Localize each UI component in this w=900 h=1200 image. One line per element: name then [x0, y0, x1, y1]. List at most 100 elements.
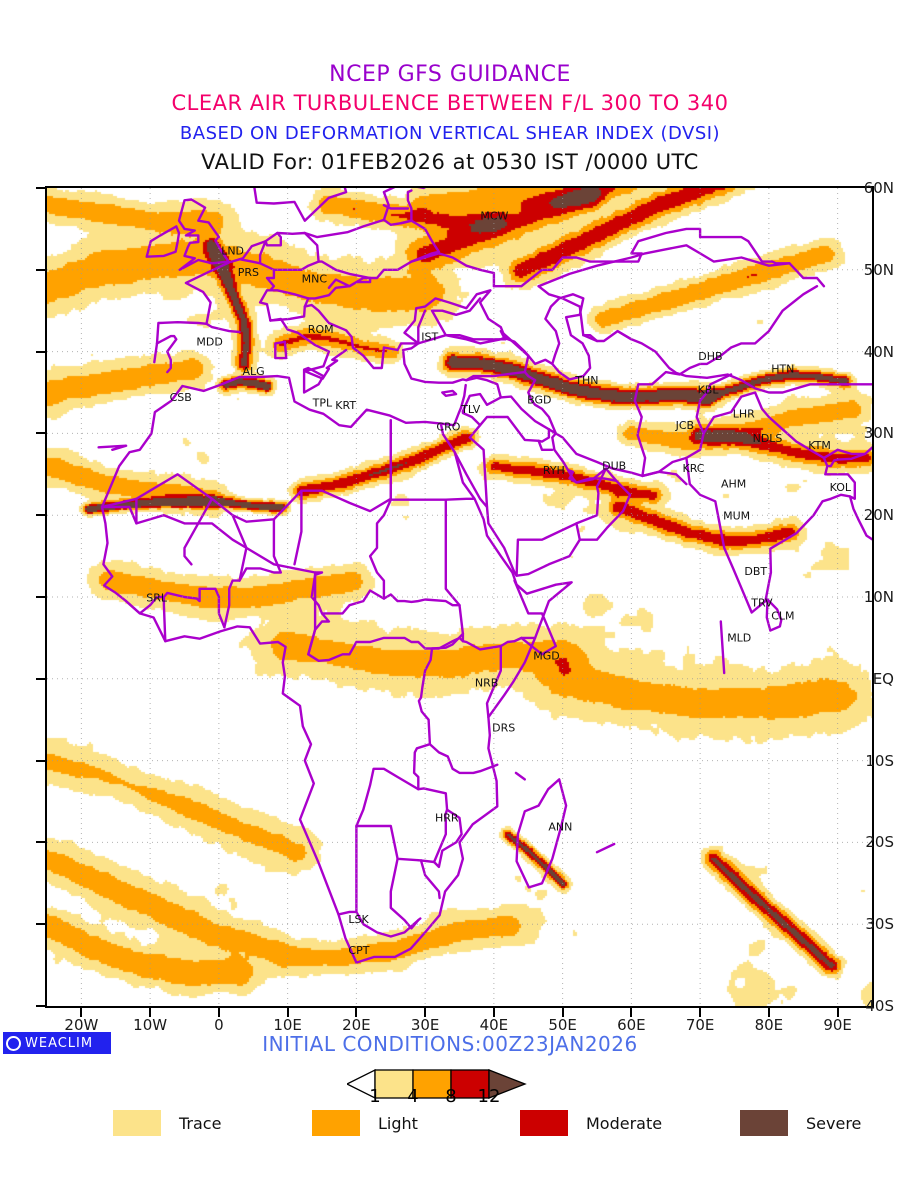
y-axis-tick-label: 20S — [865, 833, 894, 852]
x-axis-tick-label: 20W — [64, 1016, 99, 1034]
x-axis-tick-mark — [355, 1008, 358, 1017]
svg-text:KTM: KTM — [808, 439, 831, 452]
svg-text:DUB: DUB — [602, 460, 626, 473]
x-axis-tick-label: 50E — [548, 1016, 577, 1034]
svg-text:THN: THN — [574, 374, 598, 387]
x-axis-tick-mark — [836, 1008, 839, 1017]
y-axis-tick-label: 10S — [865, 751, 894, 770]
svg-text:HRR: HRR — [435, 811, 459, 824]
title-validity: VALID For: 01FEB2026 at 0530 IST /0000 U… — [201, 150, 699, 174]
weaclim-watermark: WEACLIM — [3, 1032, 111, 1054]
y-axis-tick-mark — [36, 432, 45, 435]
svg-text:TRV: TRV — [750, 596, 773, 609]
x-axis-tick-label: 10W — [133, 1016, 168, 1034]
legend-label: Severe — [806, 1113, 862, 1133]
x-axis-tick-mark — [630, 1008, 633, 1017]
svg-text:MNC: MNC — [302, 272, 328, 285]
svg-text:KBL: KBL — [698, 384, 720, 397]
legend-color-swatch — [520, 1110, 568, 1136]
x-axis-tick-mark — [492, 1008, 495, 1017]
y-axis-tick-mark — [36, 759, 45, 762]
svg-text:DHB: DHB — [698, 350, 722, 363]
svg-text:SRL: SRL — [146, 591, 168, 604]
svg-text:PRS: PRS — [238, 266, 259, 279]
svg-text:MCW: MCW — [480, 209, 508, 222]
svg-text:MUM: MUM — [723, 510, 750, 523]
x-axis-tick-label: 0 — [214, 1016, 224, 1034]
x-axis-tick-mark — [80, 1008, 83, 1017]
legend-label: Light — [378, 1113, 418, 1133]
legend-color-swatch — [312, 1110, 360, 1136]
x-axis-tick-mark — [699, 1008, 702, 1017]
svg-text:ALG: ALG — [243, 365, 265, 378]
svg-text:CPT: CPT — [348, 944, 369, 957]
circle-logo-icon — [6, 1035, 21, 1051]
legend-item: Severe — [740, 1110, 861, 1136]
svg-text:CRO: CRO — [436, 420, 460, 433]
y-axis-tick-label: 20N — [863, 506, 894, 525]
x-axis-tick-label: 30E — [410, 1016, 440, 1034]
x-axis-tick-mark — [286, 1008, 289, 1017]
y-axis-tick-mark — [36, 841, 45, 844]
svg-text:MDD: MDD — [196, 335, 222, 348]
svg-text:TLV: TLV — [460, 403, 481, 416]
svg-text:MGD: MGD — [533, 649, 560, 662]
svg-text:KRC: KRC — [683, 462, 705, 475]
colorbar — [0, 1065, 900, 1115]
colorbar-level-label: 8 — [445, 1086, 457, 1107]
initial-conditions-text: INITIAL CONDITIONS:00Z23JAN2026 — [262, 1032, 638, 1056]
x-axis-tick-mark — [767, 1008, 770, 1017]
colorbar-level-label: 4 — [407, 1086, 419, 1107]
svg-text:HTN: HTN — [771, 362, 794, 375]
svg-text:LND: LND — [221, 245, 244, 258]
x-axis-tick-label: 20E — [342, 1016, 371, 1034]
title-subject: CLEAR AIR TURBULENCE BETWEEN F/L 300 TO … — [171, 91, 729, 115]
y-axis-tick-mark — [36, 596, 45, 598]
svg-text:MLD: MLD — [727, 631, 751, 644]
x-axis-tick-label: 90E — [823, 1016, 852, 1034]
y-axis-tick-mark — [36, 187, 45, 189]
svg-text:IST: IST — [421, 330, 438, 343]
svg-text:LSK: LSK — [348, 913, 369, 926]
x-axis-tick-mark — [217, 1008, 220, 1017]
legend-color-swatch — [740, 1110, 788, 1136]
svg-text:RYH: RYH — [543, 464, 565, 477]
colorbar-swatches — [347, 1068, 527, 1100]
x-axis-tick-mark — [149, 1008, 152, 1017]
y-axis-tick-label: 40S — [865, 997, 894, 1015]
legend-item: Trace — [113, 1110, 221, 1136]
svg-text:DRS: DRS — [492, 721, 515, 734]
country-borders-layer — [97, 188, 872, 964]
legend-color-swatch — [113, 1110, 161, 1136]
y-axis-tick-mark — [36, 350, 45, 353]
x-axis-tick-mark — [424, 1008, 427, 1017]
y-axis-tick-label: EQ — [872, 669, 894, 688]
x-axis-tick-label: 80E — [754, 1016, 784, 1034]
colorbar-tick-labels: 1 4 8 12 — [0, 1086, 900, 1108]
legend-item: Light — [312, 1110, 418, 1136]
svg-text:DBT: DBT — [744, 565, 767, 578]
legend-label: Trace — [179, 1113, 222, 1133]
svg-text:NRB: NRB — [475, 676, 498, 689]
svg-text:BGD: BGD — [527, 393, 551, 406]
y-axis-tick-mark — [36, 1005, 45, 1007]
y-axis-tick-label: 60N — [863, 179, 894, 197]
x-axis-tick-label: 70E — [685, 1016, 715, 1034]
svg-text:TPL: TPL — [312, 397, 333, 410]
y-axis-tick-mark — [36, 268, 45, 271]
y-axis-tick-mark — [36, 514, 45, 517]
weaclim-label: WEACLIM — [25, 1035, 94, 1051]
x-axis-tick-label: 40E — [479, 1016, 509, 1034]
severity-legend: Trace Light Moderate Severe — [0, 1110, 900, 1150]
page-title: NCEP GFS GUIDANCE — [329, 62, 571, 87]
legend-label: Moderate — [586, 1113, 663, 1133]
y-axis-tick-mark — [36, 923, 45, 926]
y-axis-tick-label: 30N — [863, 424, 894, 443]
legend-item: Moderate — [520, 1110, 662, 1136]
svg-text:CLM: CLM — [771, 609, 794, 622]
svg-text:AHM: AHM — [721, 478, 746, 491]
svg-text:ANN: ANN — [548, 820, 572, 833]
x-axis-tick-label: 60E — [617, 1016, 646, 1034]
y-axis-tick-label: 40N — [863, 342, 894, 361]
y-axis-tick-mark — [36, 677, 45, 680]
